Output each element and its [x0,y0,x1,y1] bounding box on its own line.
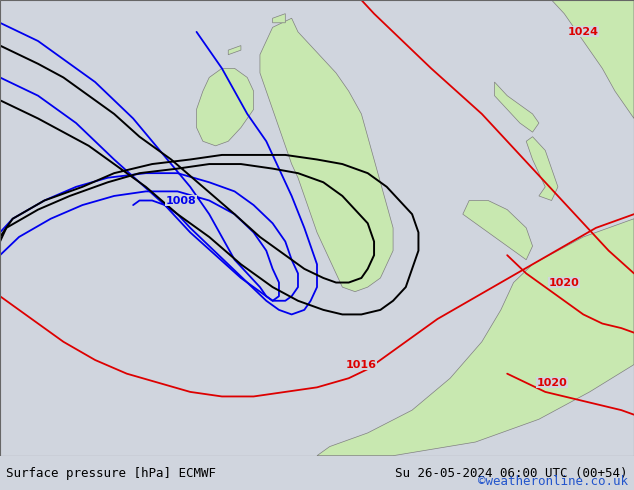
Polygon shape [197,69,254,146]
Text: ©weatheronline.co.uk: ©weatheronline.co.uk [477,474,628,488]
Text: 1016: 1016 [346,360,377,369]
Text: 1020: 1020 [536,378,567,388]
Polygon shape [317,219,634,456]
Polygon shape [526,137,558,200]
Text: 1024: 1024 [568,27,598,37]
Polygon shape [463,200,533,260]
Polygon shape [552,0,634,119]
Polygon shape [273,14,285,23]
Polygon shape [228,46,241,55]
Polygon shape [260,18,393,292]
Text: 1020: 1020 [549,277,579,288]
Text: Su 26-05-2024 06:00 UTC (00+54): Su 26-05-2024 06:00 UTC (00+54) [395,467,628,480]
Polygon shape [495,82,539,132]
Text: Surface pressure [hPa] ECMWF: Surface pressure [hPa] ECMWF [6,467,216,480]
Text: 1008: 1008 [165,196,196,205]
